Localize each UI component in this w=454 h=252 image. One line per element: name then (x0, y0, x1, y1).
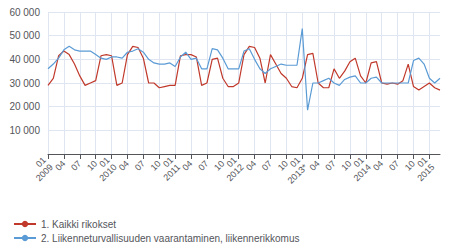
svg-text:10 000: 10 000 (9, 125, 40, 136)
svg-text:04: 04 (371, 158, 385, 172)
svg-text:2009: 2009 (34, 162, 55, 183)
svg-text:2014: 2014 (352, 162, 373, 183)
svg-text:40 000: 40 000 (9, 54, 40, 65)
svg-text:20 000: 20 000 (9, 101, 40, 112)
svg-text:04: 04 (244, 158, 258, 172)
svg-text:30 000: 30 000 (9, 78, 40, 89)
svg-text:50 000: 50 000 (9, 30, 40, 41)
svg-text:10: 10 (212, 158, 226, 172)
svg-text:04: 04 (308, 158, 322, 172)
svg-text:07: 07 (196, 158, 210, 172)
svg-text:04: 04 (53, 158, 67, 172)
svg-text:2012: 2012 (225, 162, 246, 183)
svg-text:10: 10 (85, 158, 99, 172)
svg-text:01: 01 (33, 154, 48, 170)
svg-text:1. Kaikki rikokset: 1. Kaikki rikokset (41, 219, 116, 230)
svg-text:10: 10 (276, 158, 290, 172)
svg-text:2. Liikenneturvallisuuden vaar: 2. Liikenneturvallisuuden vaarantaminen,… (41, 233, 299, 244)
svg-text:10: 10 (339, 158, 353, 172)
svg-text:10: 10 (149, 158, 163, 172)
svg-text:2015: 2015 (415, 162, 436, 183)
svg-text:07: 07 (133, 158, 147, 172)
svg-text:60 000: 60 000 (9, 7, 40, 18)
svg-text:2010: 2010 (97, 162, 118, 183)
svg-text:07: 07 (260, 158, 274, 172)
svg-text:04: 04 (117, 158, 131, 172)
svg-text:10: 10 (403, 158, 417, 172)
svg-text:07: 07 (323, 158, 337, 172)
svg-text:07: 07 (69, 158, 83, 172)
svg-text:04: 04 (180, 158, 194, 172)
svg-text:2013*: 2013* (286, 162, 310, 186)
svg-text:07: 07 (387, 158, 401, 172)
svg-text:2011: 2011 (161, 162, 182, 183)
